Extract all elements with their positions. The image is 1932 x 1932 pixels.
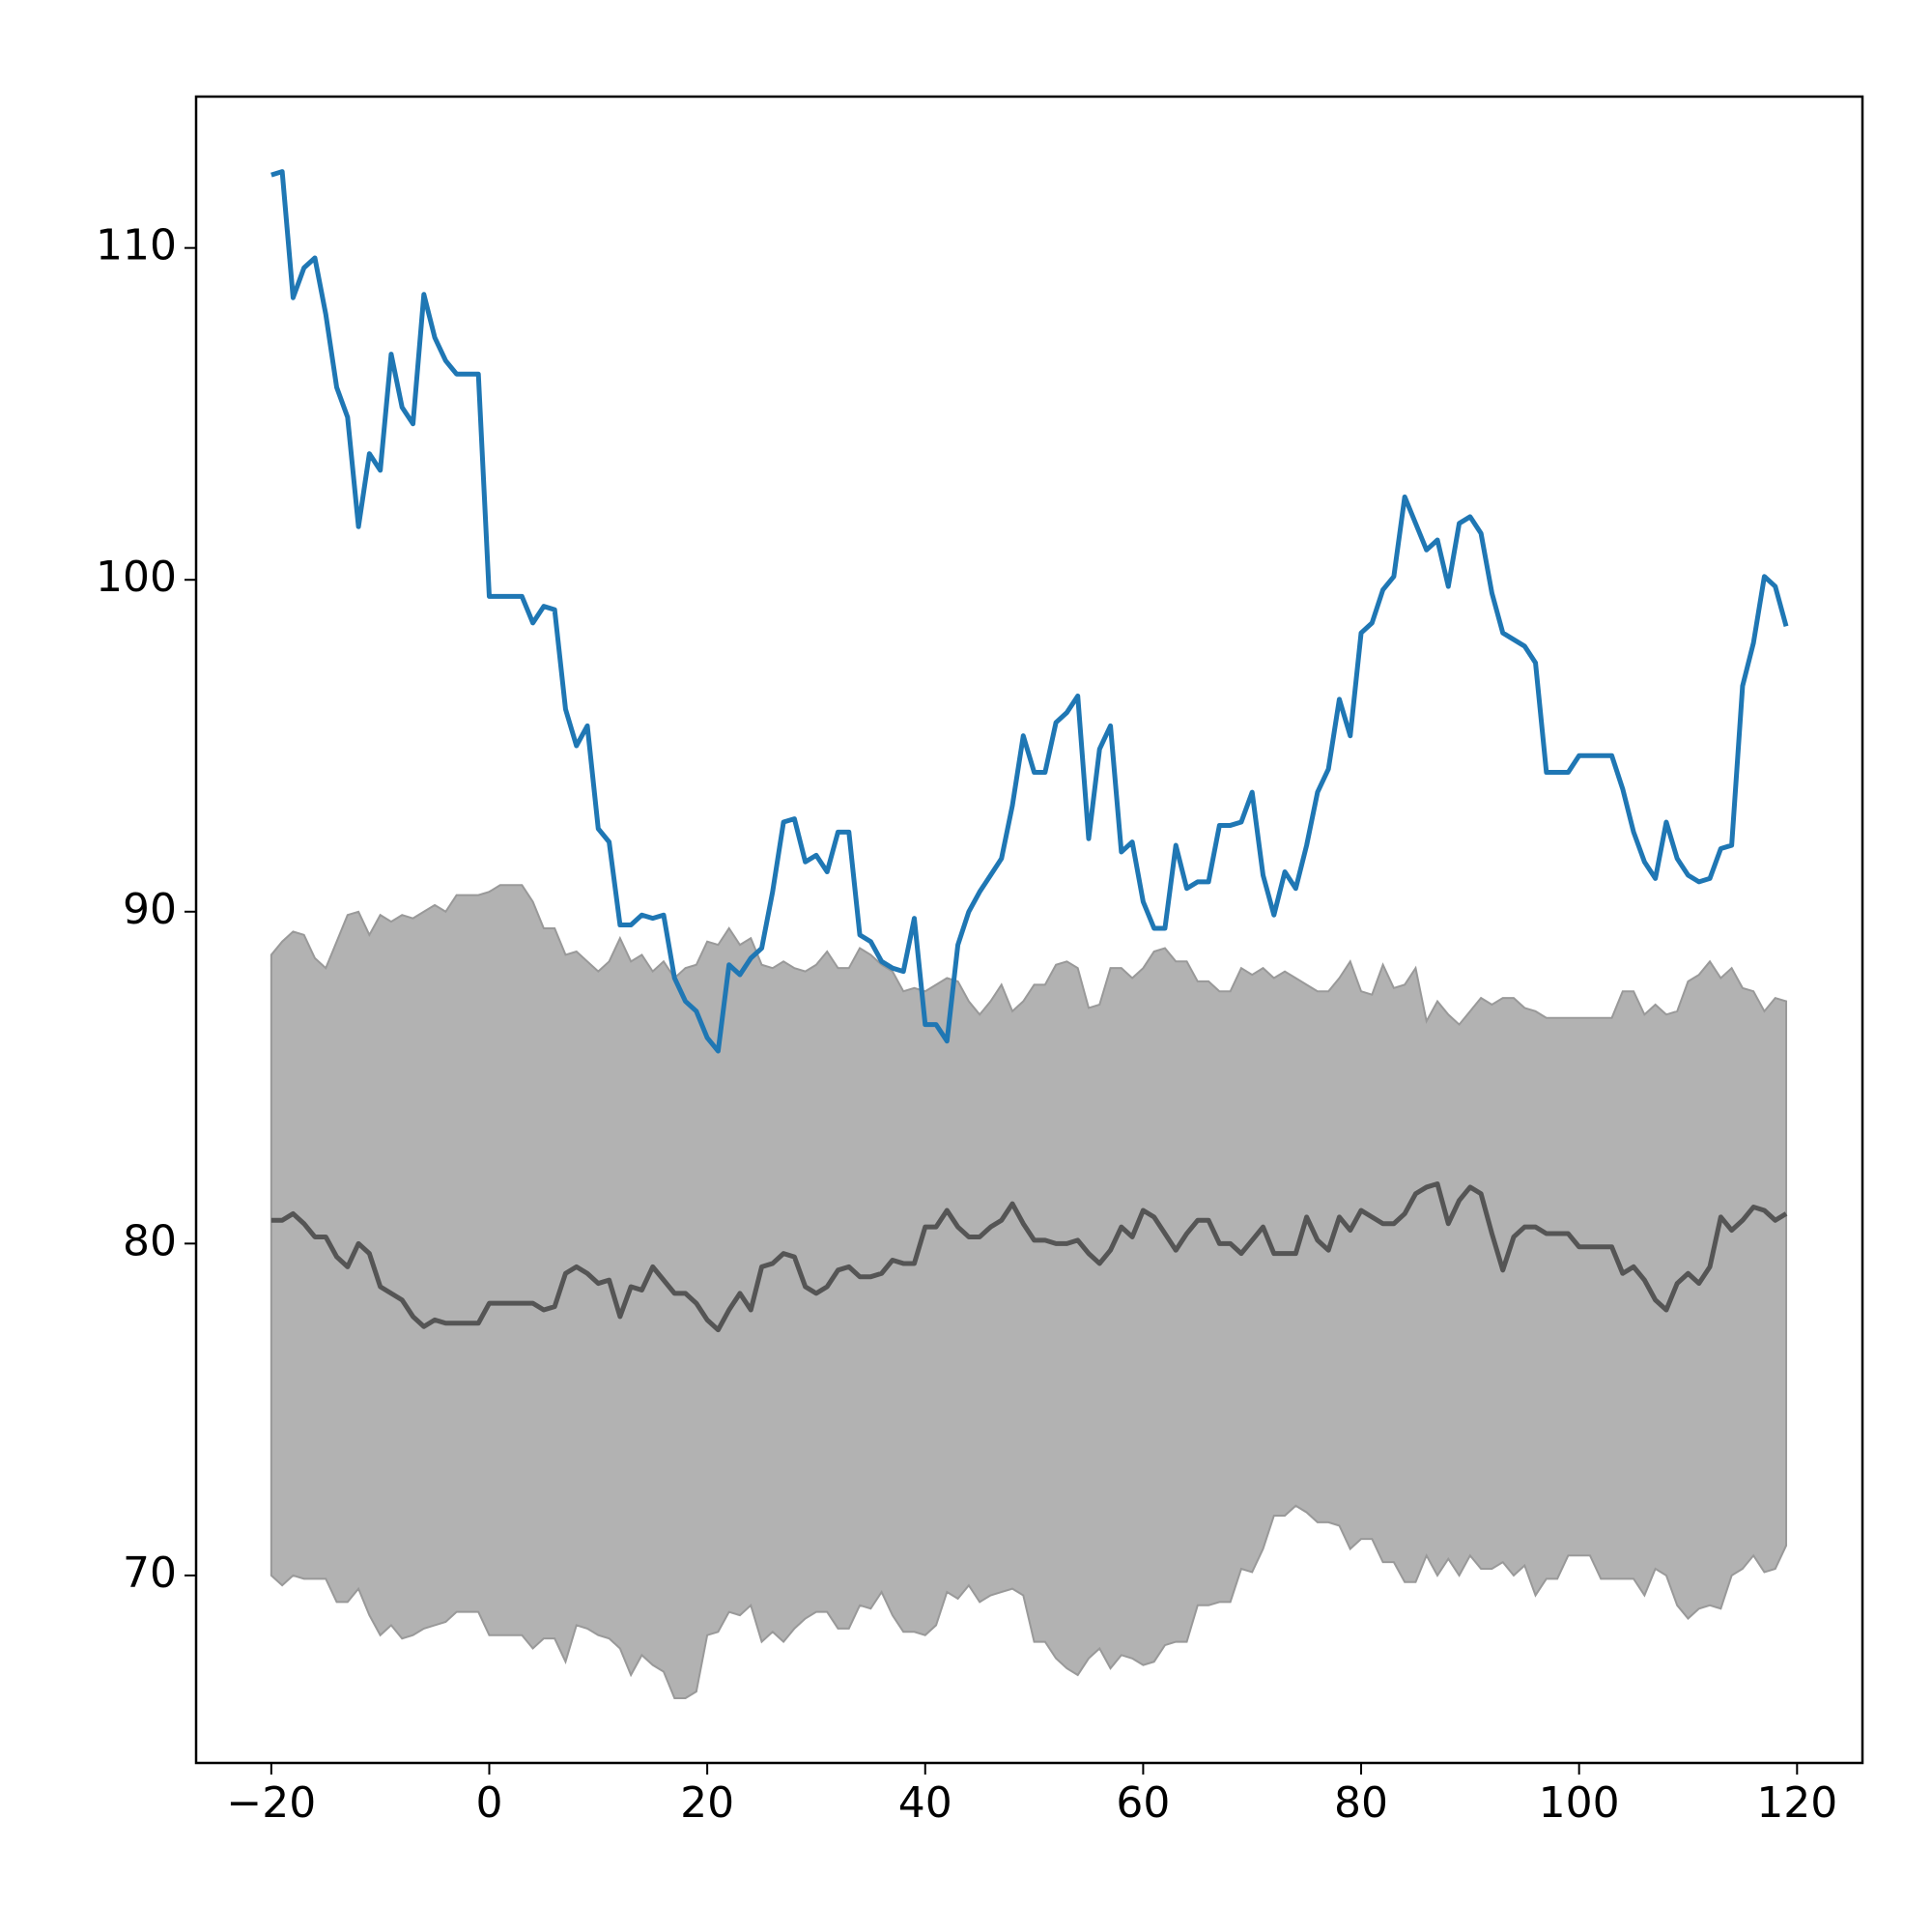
y-tick-label: 100 [96, 553, 177, 602]
plot-frame [194, 95, 1864, 1765]
x-tick-label: 0 [475, 1778, 502, 1828]
x-tick-label: 20 [680, 1778, 734, 1828]
x-tick-label: −20 [226, 1778, 316, 1828]
line [270, 1180, 1788, 1333]
y-tick-label: 110 [96, 221, 177, 270]
line [270, 169, 1789, 1054]
band [270, 884, 1788, 1700]
x-tick-label: 60 [1116, 1778, 1170, 1828]
x-tick-label: 40 [898, 1778, 952, 1828]
x-tick-label: 120 [1756, 1778, 1837, 1828]
y-tick-label: 70 [123, 1548, 177, 1598]
x-tick-label: 100 [1539, 1778, 1620, 1828]
y-tick-label: 80 [123, 1216, 177, 1265]
y-tick-label: 90 [123, 885, 177, 934]
x-tick-label: 80 [1334, 1778, 1388, 1828]
